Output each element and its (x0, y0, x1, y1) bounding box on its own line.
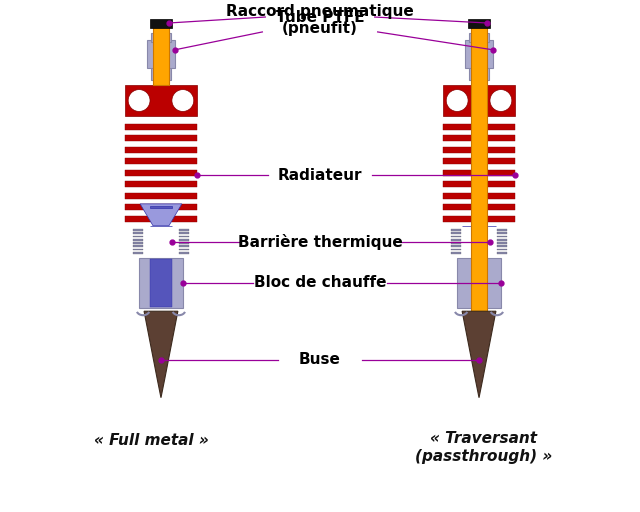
Text: Tube PTFE: Tube PTFE (276, 10, 364, 25)
Bar (451, 236, 461, 238)
Bar (444, 170, 515, 176)
Bar (133, 236, 143, 238)
Bar (469, 33, 489, 42)
Bar (125, 84, 196, 116)
Bar (147, 40, 175, 68)
Bar (150, 206, 172, 208)
Bar (497, 242, 507, 244)
Bar (465, 40, 493, 68)
Bar (153, 21, 169, 84)
Bar (133, 229, 143, 231)
Bar (444, 147, 515, 153)
Bar (444, 204, 515, 210)
Bar (444, 216, 515, 222)
Bar (444, 158, 515, 164)
Bar (451, 248, 461, 250)
Bar (125, 170, 196, 176)
Bar (179, 229, 189, 231)
Bar (497, 236, 507, 238)
Bar (179, 232, 189, 234)
Bar (444, 84, 515, 116)
Ellipse shape (490, 90, 512, 112)
Text: Barrière thermique: Barrière thermique (237, 233, 403, 250)
Bar (125, 193, 196, 199)
Polygon shape (462, 311, 496, 398)
Bar (133, 245, 143, 247)
Bar (179, 236, 189, 238)
Bar (125, 204, 196, 210)
Text: « Full metal »: « Full metal » (93, 433, 209, 448)
Text: Bloc de chauffe: Bloc de chauffe (253, 275, 387, 290)
Bar (133, 232, 143, 234)
Bar (444, 193, 515, 199)
Bar (133, 239, 143, 241)
Bar (497, 239, 507, 241)
Bar (451, 232, 461, 234)
Ellipse shape (172, 90, 194, 112)
Bar (451, 229, 461, 231)
Bar (497, 232, 507, 234)
Text: Buse: Buse (299, 352, 341, 368)
Bar (451, 245, 461, 247)
Bar (133, 242, 143, 244)
Bar (497, 245, 507, 247)
Bar (497, 252, 507, 253)
Bar (125, 124, 196, 130)
Bar (133, 248, 143, 250)
Ellipse shape (446, 90, 468, 112)
Polygon shape (140, 204, 182, 226)
Bar (133, 252, 143, 253)
Bar (471, 21, 487, 313)
Bar (497, 229, 507, 231)
Ellipse shape (128, 90, 150, 112)
Text: Raccord pneumatique
(pneufit): Raccord pneumatique (pneufit) (226, 4, 414, 36)
Bar (444, 181, 515, 187)
Bar (125, 216, 196, 222)
Bar (150, 19, 172, 28)
Text: « Traversant
(passthrough) »: « Traversant (passthrough) » (415, 431, 552, 463)
Bar (125, 135, 196, 141)
Bar (179, 239, 189, 241)
Bar (444, 124, 515, 130)
Bar (139, 258, 183, 308)
Bar (468, 19, 490, 28)
Bar (179, 245, 189, 247)
Bar (125, 158, 196, 164)
Bar (150, 259, 172, 307)
Text: Radiateur: Radiateur (278, 168, 362, 183)
Bar (151, 66, 171, 80)
Bar (125, 147, 196, 153)
Bar (451, 252, 461, 253)
Bar (444, 135, 515, 141)
Bar (179, 248, 189, 250)
Polygon shape (144, 311, 178, 398)
Bar (179, 242, 189, 244)
Bar (451, 239, 461, 241)
Bar (179, 252, 189, 253)
Bar (457, 258, 501, 308)
Bar (497, 248, 507, 250)
Bar (125, 181, 196, 187)
Bar (451, 242, 461, 244)
Bar (469, 66, 489, 80)
Bar (151, 33, 171, 42)
